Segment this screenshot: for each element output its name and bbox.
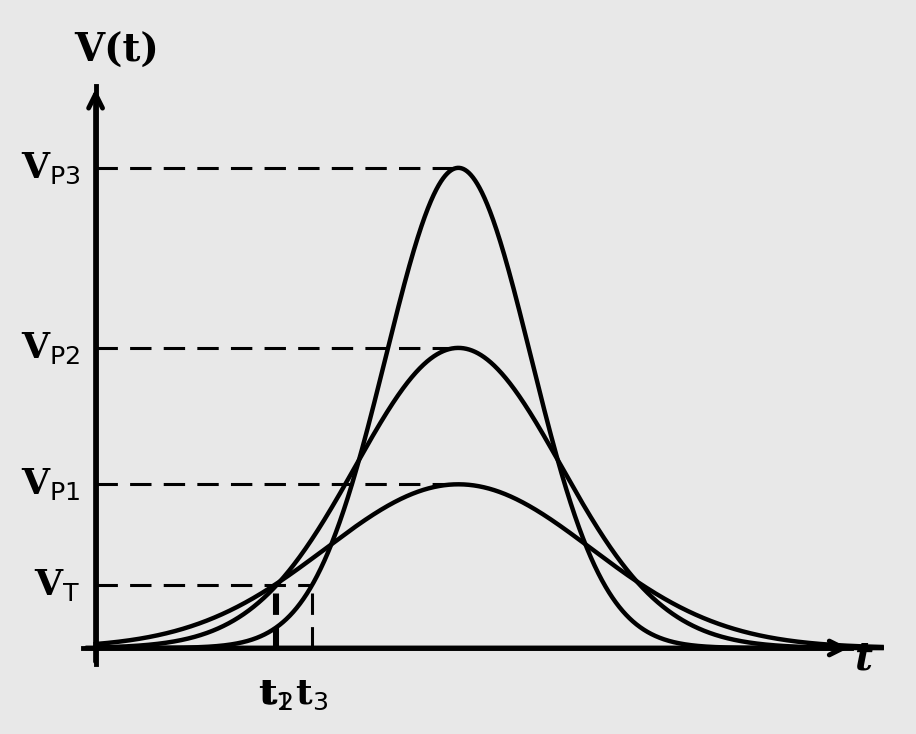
Text: t$_2$: t$_2$	[260, 678, 293, 712]
Text: V$_\mathrm{P3}$: V$_\mathrm{P3}$	[20, 150, 81, 186]
Text: t$_3$: t$_3$	[296, 678, 329, 712]
Text: V(t): V(t)	[74, 32, 159, 70]
Text: V$_\mathrm{P1}$: V$_\mathrm{P1}$	[21, 466, 81, 502]
Text: V$_\mathrm{T}$: V$_\mathrm{T}$	[34, 567, 81, 603]
Text: t$_1$: t$_1$	[257, 678, 290, 712]
Text: V$_\mathrm{P2}$: V$_\mathrm{P2}$	[21, 330, 81, 366]
Text: t: t	[855, 640, 872, 678]
